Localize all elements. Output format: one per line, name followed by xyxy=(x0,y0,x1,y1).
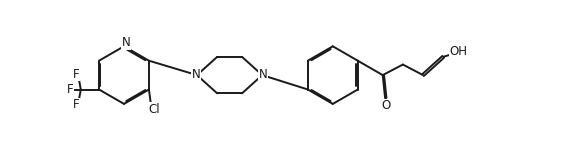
Text: F: F xyxy=(72,98,79,111)
Text: F: F xyxy=(72,68,79,81)
Text: N: N xyxy=(259,68,267,81)
Text: O: O xyxy=(381,99,390,112)
Text: F: F xyxy=(67,83,74,96)
Text: OH: OH xyxy=(450,45,468,58)
Text: Cl: Cl xyxy=(148,103,160,116)
Text: N: N xyxy=(121,36,130,49)
Text: N: N xyxy=(192,68,200,81)
